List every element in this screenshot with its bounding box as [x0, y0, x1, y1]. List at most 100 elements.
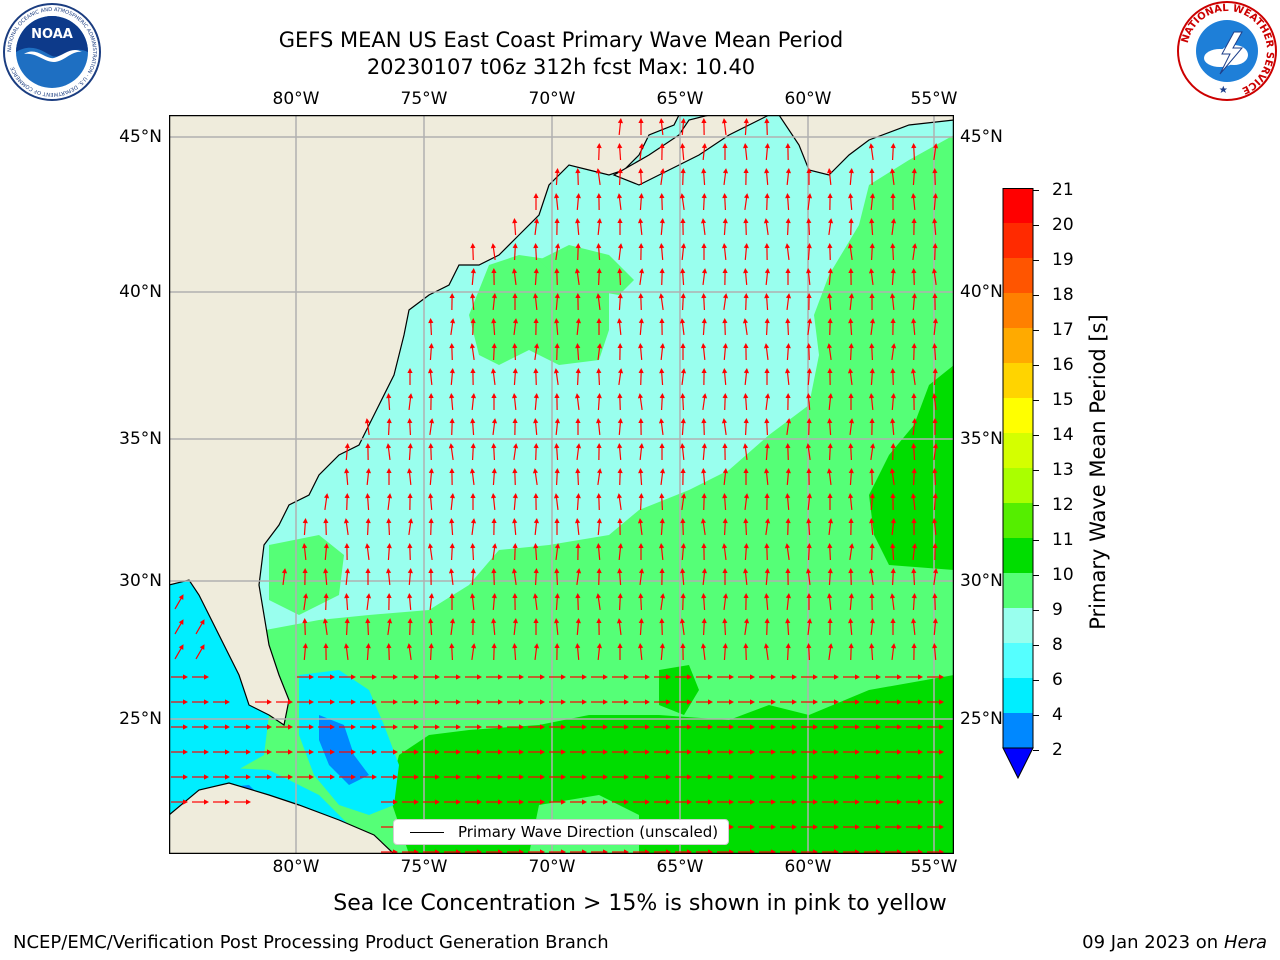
wave-direction-arrow — [722, 168, 729, 186]
wave-direction-arrow — [700, 643, 707, 661]
wave-direction-arrow — [444, 774, 461, 780]
wave-direction-arrow — [554, 218, 560, 236]
wave-direction-arrow — [612, 724, 629, 730]
wave-direction-arrow — [491, 293, 498, 311]
wave-direction-arrow — [785, 593, 792, 611]
wave-direction-arrow — [911, 218, 917, 236]
chart-subtitle: 20230107 t06z 312h fcst Max: 10.40 — [366, 55, 756, 79]
wave-direction-arrow — [764, 168, 770, 186]
wave-direction-arrow — [444, 674, 461, 680]
legend-label: Primary Wave Direction (unscaled) — [458, 823, 719, 841]
credit-date: 09 Jan 2023 on Hera — [1082, 932, 1267, 953]
wave-direction-arrow — [805, 268, 812, 286]
wave-direction-arrow — [658, 118, 665, 136]
wave-direction-arrow — [486, 749, 503, 755]
wave-direction-arrow — [302, 568, 308, 586]
wave-direction-arrow — [507, 799, 524, 805]
wave-direction-arrow — [427, 368, 434, 386]
wave-direction-arrow — [512, 218, 518, 236]
period-2-4-bahamas — [319, 715, 369, 785]
wave-direction-arrow — [827, 193, 833, 211]
colorbar-tick-mark — [1033, 540, 1039, 541]
wave-direction-arrow — [344, 568, 351, 586]
wave-direction-arrow — [491, 268, 497, 286]
wave-direction-arrow — [848, 268, 854, 286]
colorbar — [1002, 188, 1034, 780]
wave-direction-arrow — [174, 619, 184, 635]
wave-period-map — [169, 115, 954, 854]
colorbar-tick-mark — [1033, 190, 1039, 191]
wave-direction-arrow — [428, 618, 434, 636]
wave-direction-arrow — [696, 749, 713, 755]
wave-direction-arrow — [407, 518, 414, 536]
lat-label-right-40n: 40°N — [960, 282, 1003, 302]
colorbar-tick-label: 9 — [1052, 600, 1063, 620]
wave-direction-arrow — [574, 518, 581, 536]
wave-direction-arrow — [932, 593, 938, 611]
colorbar-segment — [1003, 363, 1033, 398]
wave-direction-arrow — [386, 468, 392, 485]
wave-direction-arrow — [848, 643, 854, 661]
wave-direction-arrow — [659, 468, 666, 486]
chart-title: GEFS MEAN US East Coast Primary Wave Mea… — [278, 28, 844, 52]
wave-direction-arrow — [575, 593, 581, 611]
wave-direction-arrow — [423, 799, 440, 805]
wave-direction-arrow — [906, 774, 923, 780]
wave-direction-arrow — [344, 443, 350, 461]
wave-direction-arrow — [554, 293, 560, 311]
wave-direction-arrow — [617, 368, 624, 386]
wave-direction-arrow — [906, 749, 923, 755]
colorbar-segment — [1003, 503, 1033, 538]
wave-direction-arrow — [890, 493, 896, 511]
wave-direction-arrow — [675, 774, 692, 780]
wave-direction-arrow — [826, 593, 833, 611]
wave-direction-arrow — [932, 493, 938, 511]
period-10-11-region — [869, 365, 954, 570]
wave-direction-arrow — [575, 568, 582, 586]
wave-direction-arrow — [864, 799, 881, 805]
wave-direction-arrow — [444, 749, 461, 755]
wave-direction-arrow — [869, 343, 875, 361]
wave-direction-arrow — [659, 493, 665, 511]
wave-direction-arrow — [759, 749, 776, 755]
wave-direction-arrow — [743, 393, 749, 411]
wave-direction-arrow — [470, 268, 476, 286]
wave-direction-arrow — [822, 774, 839, 780]
wave-direction-arrow — [927, 699, 944, 705]
wave-direction-arrow — [906, 724, 923, 730]
wave-direction-arrow — [465, 799, 482, 805]
wave-direction-arrow — [595, 168, 602, 186]
wave-direction-arrow — [764, 143, 770, 161]
wave-direction-arrow — [213, 799, 230, 805]
wave-direction-arrow — [911, 468, 917, 486]
colorbar-segment — [1003, 433, 1033, 468]
wave-direction-arrow — [805, 443, 812, 461]
wave-direction-arrow — [864, 724, 881, 730]
wave-direction-arrow — [785, 193, 791, 211]
wave-direction-arrow — [574, 393, 581, 411]
wave-direction-arrow — [764, 118, 770, 136]
wave-direction-arrow — [764, 268, 771, 286]
wave-direction-arrow — [659, 593, 666, 611]
wave-direction-arrow — [911, 418, 918, 436]
wave-direction-arrow — [743, 293, 749, 311]
wave-direction-arrow — [528, 799, 545, 805]
wave-direction-arrow — [927, 724, 944, 730]
wave-direction-arrow — [617, 118, 624, 136]
wave-direction-arrow — [764, 443, 770, 461]
wave-direction-arrow — [491, 468, 497, 486]
wave-direction-arrow — [533, 418, 539, 436]
wave-direction-arrow — [633, 774, 650, 780]
wave-direction-arrow — [470, 643, 477, 661]
wave-direction-arrow — [596, 318, 602, 335]
wave-direction-arrow — [743, 593, 749, 611]
credit-host: Hera — [1223, 932, 1267, 953]
wave-direction-arrow — [470, 243, 476, 261]
wave-direction-arrow — [931, 268, 938, 286]
wave-direction-arrow — [612, 799, 629, 805]
wave-direction-arrow — [255, 724, 272, 730]
colorbar-tick-mark — [1033, 260, 1039, 261]
lat-label-left-35n: 35°N — [119, 429, 162, 449]
wave-direction-arrow — [470, 293, 476, 311]
wave-direction-arrow — [847, 493, 854, 511]
